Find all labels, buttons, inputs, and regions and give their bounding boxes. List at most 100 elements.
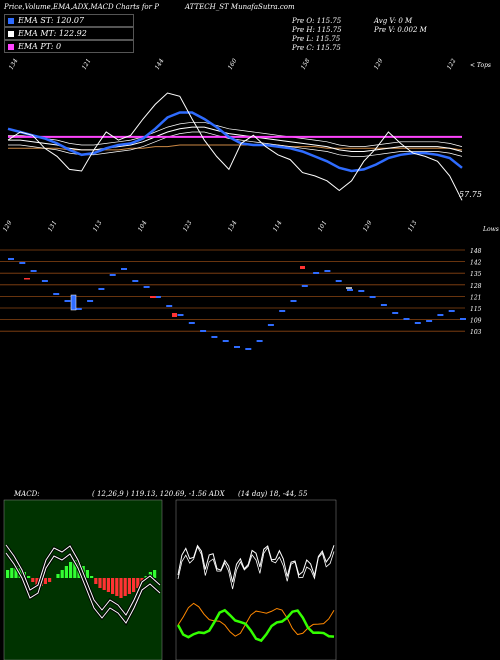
macd-hist-bar-32 — [140, 578, 144, 582]
price-dot-34 — [392, 312, 399, 314]
di-plus-line — [176, 608, 335, 643]
macd-values: ( 12,26,9 ) 119.13, 120.69, -1.56 ADX — [92, 490, 225, 498]
macd-line — [5, 544, 161, 616]
macd-hist-bar-16 — [73, 560, 77, 578]
price-dot-19 — [222, 340, 229, 342]
price-dot-25 — [290, 300, 297, 302]
legend-ema-st: EMA ST: 120.07 — [4, 14, 134, 27]
top-label-0: 134 — [8, 57, 20, 71]
macd-hist-bar-30 — [132, 578, 136, 592]
price-dot-39 — [448, 310, 455, 312]
ema-mt-label: EMA MT: 122.92 — [18, 29, 87, 38]
price-dot-36 — [414, 322, 421, 324]
price-dot-35 — [403, 318, 410, 320]
price-dot-27 — [313, 272, 320, 274]
legend-ema-pt: EMA PT: 0 — [4, 40, 134, 53]
red-marker-1 — [24, 278, 30, 280]
low-label-8: 129 — [362, 219, 374, 233]
price-dot-37 — [426, 320, 433, 322]
macd-hist-bar-29 — [127, 578, 131, 594]
adx-panel — [175, 499, 337, 660]
legend-ema-mt: EMA MT: 122.92 — [4, 27, 134, 40]
grid-label-4: 121 — [470, 294, 481, 301]
low-label-0: 129 — [2, 219, 14, 233]
grid-label-7: 103 — [470, 329, 482, 336]
stat-close: Pre C: 115.75 — [292, 44, 341, 52]
low-label-9: 113 — [407, 219, 419, 233]
adx-line-secondary — [177, 545, 335, 590]
price-dot-10 — [121, 268, 127, 270]
price-dot-8 — [98, 288, 105, 290]
stat-high: Pre H: 115.75 — [292, 26, 342, 34]
volume-bar-blue — [70, 294, 77, 311]
price-dot-9 — [109, 274, 116, 276]
macd-hist-bar-20 — [90, 576, 94, 578]
stat-open: Pre O: 115.75 — [292, 17, 342, 25]
stat-avg-volume: Avg V: 0 M — [374, 17, 413, 25]
low-label-5: 134 — [227, 219, 239, 233]
macd-hist-bar-10 — [48, 578, 52, 582]
price-dot-21 — [245, 348, 252, 350]
macd-hist-bar-24 — [106, 578, 110, 592]
price-dot-38 — [437, 314, 444, 316]
price-dot-26 — [301, 285, 308, 287]
macd-hist-bar-5 — [27, 576, 31, 578]
grid-label-3: 128 — [470, 283, 482, 290]
price-dot-1 — [19, 262, 26, 264]
top-label-3: 160 — [227, 57, 239, 71]
price-dot-7 — [87, 300, 94, 302]
ema-st-swatch — [8, 17, 14, 24]
lows-label: Lows — [483, 226, 499, 233]
red-marker-3 — [172, 313, 177, 317]
stat-prev-volume: Pre V: 0.002 M — [374, 26, 427, 34]
macd-hist-bar-26 — [115, 578, 119, 596]
price-dot-14 — [166, 305, 173, 307]
price-dot-3 — [41, 280, 48, 282]
macd-hist-bar-9 — [43, 578, 47, 584]
top-label-4: 158 — [300, 57, 312, 71]
macd-hist-bar-13 — [60, 570, 64, 578]
price-dot-24 — [279, 310, 286, 312]
red-marker-4 — [300, 266, 305, 269]
grid-label-1: 142 — [470, 260, 482, 267]
ema-st-label: EMA ST: 120.07 — [18, 16, 85, 25]
price-dot-31 — [358, 290, 365, 292]
tops-label: < Tops — [470, 62, 492, 69]
macd-hist-bar-27 — [119, 578, 123, 598]
last-price-label: 57.75 — [459, 190, 482, 199]
price-dot-11 — [132, 280, 139, 282]
price-dot-23 — [267, 324, 274, 326]
price-dot-0 — [8, 258, 14, 260]
macd-hist-bar-21 — [94, 578, 98, 584]
macd-hist-bar-28 — [123, 578, 127, 596]
price-dot-29 — [335, 280, 342, 282]
macd-label: MACD: — [14, 490, 40, 498]
grid-label-5: 115 — [470, 306, 482, 313]
macd-hist-bar-1 — [10, 568, 14, 578]
grey-marker — [346, 287, 352, 289]
ema-pt-swatch — [8, 43, 14, 50]
macd-hist-bar-14 — [64, 566, 68, 578]
top-label-6: 122 — [446, 57, 458, 71]
price-dot-28 — [324, 270, 331, 272]
grid-label-2: 135 — [470, 271, 482, 278]
macd-hist-bar-35 — [153, 570, 157, 578]
price-dot-20 — [234, 346, 240, 348]
chart-title: Price,Volume,EMA,ADX,MACD Charts for P — [4, 3, 159, 11]
low-label-2: 113 — [92, 219, 104, 233]
low-label-7: 101 — [317, 220, 329, 233]
ema-mt-swatch — [8, 30, 14, 37]
top-label-5: 129 — [373, 57, 385, 71]
adx-values: (14 day) 18, -44, 55 — [238, 490, 308, 498]
macd-hist-bar-12 — [56, 574, 60, 578]
price-dot-16 — [188, 322, 195, 324]
price-dot-4 — [53, 293, 60, 295]
macd-hist-bar-2 — [14, 566, 18, 578]
price-dot-2 — [30, 270, 37, 272]
macd-hist-bar-0 — [6, 570, 10, 578]
price-dot-5 — [64, 300, 71, 302]
low-label-1: 131 — [47, 220, 59, 233]
macd-hist-bar-15 — [69, 562, 73, 578]
price-dot-15 — [177, 314, 184, 316]
